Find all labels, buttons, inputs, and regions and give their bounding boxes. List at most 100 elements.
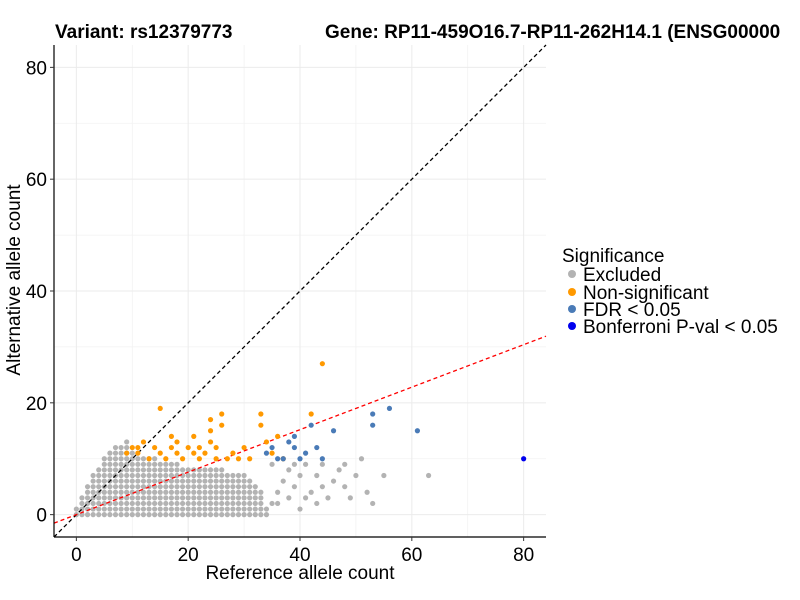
excluded-point — [112, 478, 119, 484]
point-excluded — [342, 484, 348, 490]
excluded-point — [207, 495, 214, 501]
point-excluded — [381, 472, 387, 479]
point-non-significant — [191, 433, 197, 439]
excluded-point — [124, 472, 130, 479]
point-non-significant — [275, 433, 281, 439]
excluded-point — [146, 495, 152, 501]
point-non-significant — [196, 444, 202, 451]
excluded-point — [263, 506, 270, 512]
excluded-point — [90, 472, 96, 479]
excluded-point — [146, 512, 152, 518]
excluded-point — [213, 478, 219, 484]
excluded-point — [140, 461, 147, 467]
point-excluded — [275, 500, 281, 507]
excluded-point — [152, 467, 158, 473]
point-fdr-0-05 — [314, 444, 320, 451]
excluded-point — [224, 484, 230, 490]
y-axis-title: Alternative allele count — [4, 184, 25, 376]
excluded-point — [230, 489, 236, 495]
excluded-point — [163, 461, 169, 467]
excluded-point — [196, 495, 202, 501]
point-fdr-0-05 — [263, 450, 270, 456]
excluded-point — [235, 489, 242, 495]
excluded-point — [168, 489, 175, 495]
excluded-point — [202, 467, 208, 473]
point-excluded — [286, 495, 292, 501]
excluded-point — [96, 478, 102, 484]
excluded-point — [196, 489, 202, 495]
excluded-point — [179, 467, 186, 473]
excluded-point — [96, 484, 102, 490]
excluded-point — [152, 512, 158, 518]
excluded-point — [202, 512, 208, 518]
point-non-significant — [230, 450, 236, 456]
excluded-point — [135, 456, 141, 462]
excluded-point — [213, 472, 219, 479]
y-tick-label: 0 — [36, 506, 47, 527]
point-excluded — [291, 484, 298, 490]
grid — [54, 45, 546, 537]
excluded-point — [107, 506, 113, 512]
excluded-point — [247, 484, 253, 490]
excluded-point — [112, 450, 119, 456]
excluded-point — [224, 489, 230, 495]
excluded-point — [196, 512, 202, 518]
excluded-point — [84, 489, 91, 495]
point-excluded — [319, 461, 325, 467]
excluded-point — [101, 489, 107, 495]
excluded-point — [196, 500, 202, 507]
excluded-point — [174, 489, 180, 495]
excluded-point — [235, 506, 242, 512]
excluded-point — [124, 456, 130, 462]
excluded-point — [163, 467, 169, 473]
excluded-point — [185, 512, 191, 518]
excluded-point — [163, 495, 169, 501]
point-excluded — [291, 461, 298, 467]
excluded-point — [258, 500, 264, 507]
excluded-point — [247, 478, 253, 484]
excluded-point — [124, 467, 130, 473]
excluded-point — [258, 495, 264, 501]
excluded-point — [140, 506, 147, 512]
excluded-point — [179, 512, 186, 518]
excluded-point — [252, 512, 258, 518]
excluded-point — [202, 506, 208, 512]
excluded-point — [252, 484, 258, 490]
excluded-point — [163, 506, 169, 512]
point-fdr-0-05 — [330, 428, 337, 434]
excluded-point — [124, 500, 130, 507]
excluded-point — [140, 489, 147, 495]
excluded-point — [124, 444, 130, 451]
excluded-point — [112, 512, 119, 518]
excluded-point — [230, 472, 236, 479]
excluded-point — [185, 506, 191, 512]
point-non-significant — [135, 450, 141, 456]
legend: Significance Excluded Non-significant FD… — [562, 246, 778, 338]
excluded-point — [129, 484, 135, 490]
excluded-point — [101, 495, 107, 501]
excluded-point — [196, 484, 202, 490]
excluded-point — [174, 484, 180, 490]
excluded-point — [118, 472, 124, 479]
point-non-significant — [191, 450, 197, 456]
excluded-point — [112, 456, 119, 462]
point-non-significant — [207, 416, 214, 423]
excluded-point — [118, 484, 124, 490]
excluded-point — [202, 495, 208, 501]
excluded-point — [152, 500, 158, 507]
excluded-point — [135, 495, 141, 501]
excluded-point — [146, 500, 152, 507]
excluded-point — [124, 489, 130, 495]
excluded-point — [118, 444, 124, 451]
excluded-point — [124, 484, 130, 490]
excluded-point — [174, 506, 180, 512]
point-non-significant — [163, 456, 169, 462]
excluded-point — [129, 512, 135, 518]
excluded-point — [263, 512, 270, 518]
point-non-significant — [174, 450, 180, 456]
excluded-point — [90, 484, 96, 490]
excluded-point — [235, 500, 242, 507]
excluded-points — [73, 439, 270, 518]
point-excluded — [275, 489, 281, 495]
